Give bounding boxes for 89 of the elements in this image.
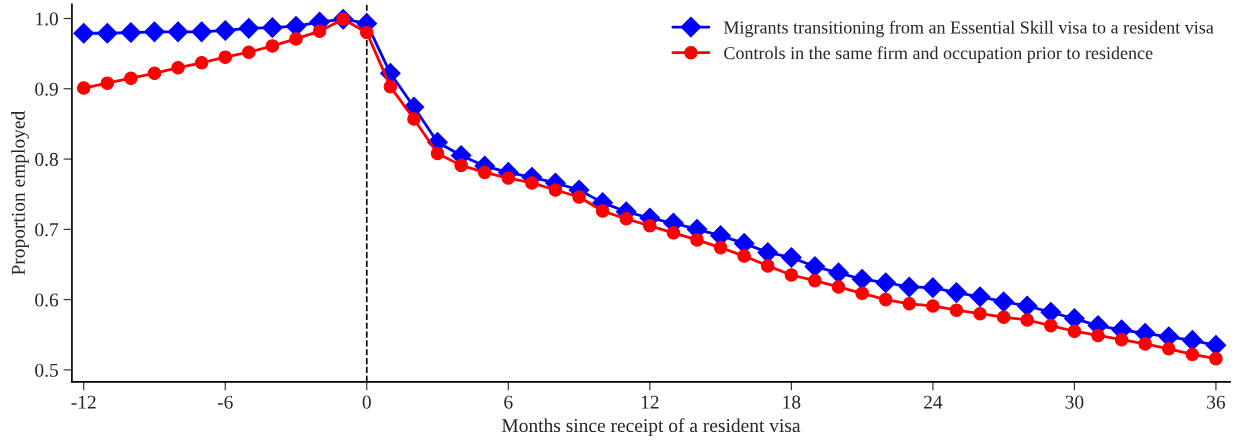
point [713,240,728,255]
point [73,22,95,44]
point [643,219,657,233]
point [265,39,280,53]
point [855,286,869,301]
point [902,297,917,311]
point [781,247,802,268]
point [996,310,1011,324]
point [1209,351,1223,366]
point [312,24,327,38]
point [430,146,445,161]
point [289,32,303,46]
point [922,277,944,299]
point [1020,313,1034,327]
point [572,190,586,204]
point [501,171,516,185]
point [218,50,233,64]
point [1091,328,1105,343]
y-tick-label: 0.6 [35,293,59,307]
point [946,282,967,303]
point [875,272,897,294]
point [1185,347,1200,362]
point [969,286,991,308]
point [949,303,964,317]
point [1182,330,1203,351]
point [144,21,165,43]
legend-label: Migrants transitioning from an Essential Skill visa to a resident visa [723,20,1214,38]
point [383,79,398,94]
point [1161,342,1176,356]
y-tick-label: 0.8 [35,152,58,167]
x-tick-label: -6 [217,395,233,409]
point [1138,337,1152,351]
x-tick-label: -12 [71,395,96,409]
x-tick-label: 30 [1065,395,1084,409]
point [619,212,633,226]
x-tick-label: 18 [783,395,801,409]
point [926,299,940,313]
point [878,292,893,307]
point [407,112,421,126]
point [167,21,189,43]
point [828,262,849,284]
point [191,21,212,43]
point [147,66,162,81]
y-tick-label: 0.7 [35,223,59,237]
y-tick-label: 1.0 [36,12,58,26]
point [477,165,492,180]
legend-label: Controls in the same firm and occupation prior to residence [724,46,1153,63]
point [1114,332,1129,347]
point [831,280,846,294]
x-tick-label: 0 [362,395,371,409]
point [548,183,563,197]
point [1016,295,1038,317]
point [666,226,681,240]
point [96,22,118,44]
point [1067,324,1082,339]
point [595,204,610,218]
x-tick-label: 24 [924,395,943,409]
point [808,273,822,288]
point [851,268,873,290]
point [238,17,260,39]
x-axis-title: Months since receipt of a resident visa [501,418,801,437]
point [525,176,539,190]
point [262,17,283,38]
point [973,306,987,321]
x-tick-label: 36 [1207,395,1226,409]
point [898,276,920,298]
point [120,22,142,43]
y-tick-label: 0.5 [35,363,58,377]
point [784,268,799,282]
point [76,81,91,95]
point [737,249,751,263]
point [804,256,826,277]
point [1044,318,1058,333]
point [194,56,209,70]
y-tick-label: 0.9 [35,82,58,96]
point [757,242,779,263]
point [100,76,115,90]
x-tick-label: 12 [641,395,659,409]
point [690,233,704,247]
point [124,71,138,85]
point [242,45,256,59]
point [171,60,185,75]
point [214,20,236,41]
y-axis-title: Proportion employed [11,111,29,275]
point [360,25,374,40]
point [993,291,1014,313]
point [760,259,775,273]
x-tick-label: 6 [504,395,513,409]
point [454,158,468,173]
